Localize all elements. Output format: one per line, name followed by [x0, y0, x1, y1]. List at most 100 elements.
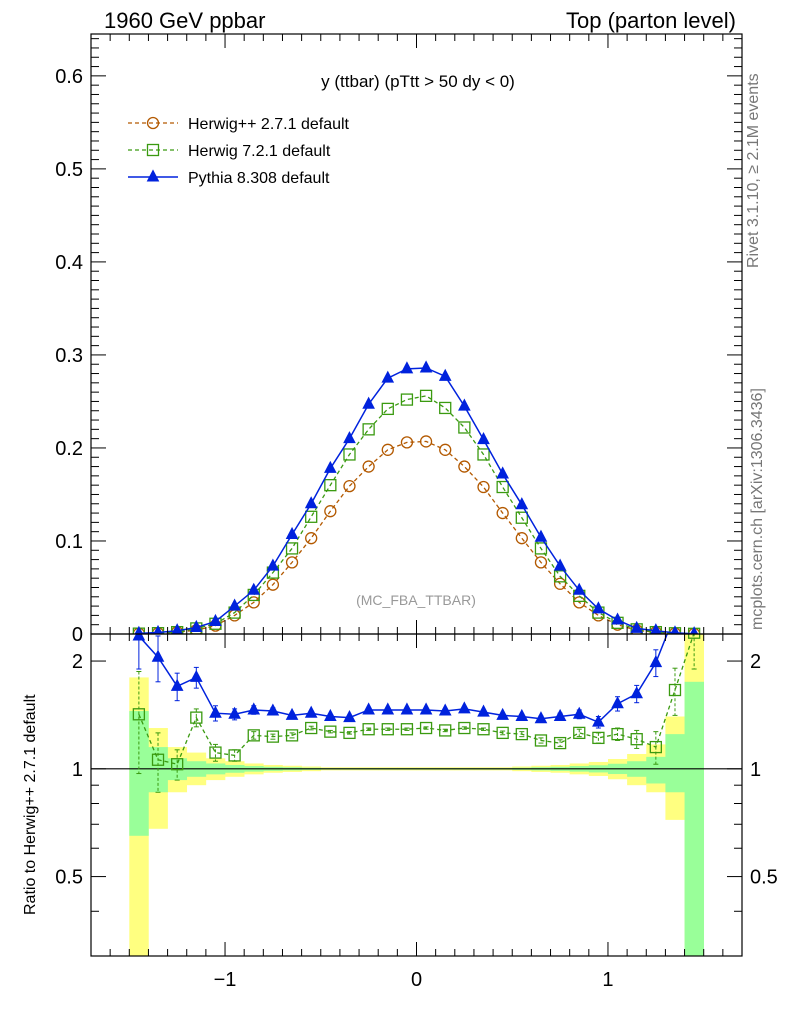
- ratio-point-1: [285, 707, 299, 720]
- ratio-point-0: [553, 736, 567, 750]
- y-tick-label: 0.2: [55, 438, 83, 460]
- ratio-point-0: [573, 726, 586, 740]
- ratio-point-1: [458, 701, 471, 714]
- ratio-point-1: [362, 702, 375, 715]
- data-point-2: [381, 370, 395, 383]
- data-point-1: [515, 511, 528, 524]
- uncertainty-bands: [129, 634, 705, 956]
- data-point-0: [496, 506, 509, 520]
- ratio-point-1: [381, 702, 395, 715]
- data-point-2: [285, 526, 299, 539]
- data-point-2: [572, 582, 586, 595]
- data-point-2: [515, 497, 529, 510]
- ratio-point-1: [151, 649, 165, 662]
- data-point-1: [477, 448, 490, 461]
- ratio-point-0: [285, 729, 299, 742]
- data-point-2: [400, 361, 414, 374]
- ratio-point-0: [247, 729, 260, 742]
- ratio-point-1: [689, 592, 700, 603]
- data-point-2: [553, 558, 567, 571]
- ratio-point-0: [668, 683, 682, 697]
- header-left: 1960 GeV ppbar: [104, 8, 266, 33]
- ratio-point-0: [477, 723, 490, 736]
- ratio-point-1: [324, 708, 337, 721]
- ratio-point-1: [630, 686, 644, 699]
- ratio-point-1: [419, 702, 433, 715]
- series-line-0: [138, 440, 695, 634]
- data-point-2: [343, 431, 356, 444]
- data-point-0: [477, 480, 490, 494]
- legend-marker: [146, 116, 160, 130]
- ratio-point-0: [400, 723, 414, 736]
- data-point-2: [611, 612, 624, 625]
- legend-label: Herwig++ 2.7.1 default: [188, 116, 350, 133]
- ratio-point-0: [687, 634, 701, 639]
- ratio-point-0: [228, 749, 241, 762]
- ratio-point-1: [611, 696, 624, 709]
- data-point-2: [304, 496, 318, 509]
- data-point-2: [266, 558, 280, 571]
- ratio-y-tick-label: 2: [72, 651, 83, 673]
- data-point-0: [381, 443, 394, 456]
- data-point-0: [553, 577, 567, 590]
- data-point-0: [573, 596, 586, 609]
- ratio-point-0: [266, 730, 280, 743]
- data-point-0: [305, 532, 318, 545]
- x-tick-label: 1: [602, 969, 613, 991]
- ratio-point-0: [534, 734, 548, 747]
- data-point-2: [670, 625, 680, 634]
- ratio-plot-series: [91, 592, 742, 793]
- ratio-point-1: [209, 705, 222, 718]
- data-point-0: [285, 556, 299, 569]
- ratio-point-1: [572, 706, 586, 719]
- ratio-point-0: [611, 727, 624, 741]
- data-point-1: [439, 401, 452, 415]
- data-point-2: [630, 620, 644, 633]
- ratio-y-tick-label-right: 0.5: [750, 867, 778, 889]
- x-tick-label: −1: [214, 969, 237, 991]
- data-point-0: [419, 435, 433, 448]
- y-tick-label: 0: [72, 624, 83, 646]
- ratio-point-1: [553, 708, 567, 721]
- legend-marker: [146, 169, 160, 182]
- data-point-2: [534, 529, 548, 542]
- ratio-point-0: [515, 727, 528, 741]
- green-band-bin: [684, 681, 705, 956]
- legend-label: Pythia 8.308 default: [188, 170, 330, 187]
- ratio-point-1: [266, 703, 280, 716]
- data-point-1: [553, 570, 567, 583]
- ratio-point-1: [400, 702, 414, 715]
- ratio-point-0: [381, 723, 394, 736]
- data-point-0: [266, 578, 280, 591]
- legend-label: Herwig 7.2.1 default: [188, 143, 331, 160]
- data-point-1: [458, 421, 471, 434]
- data-point-2: [650, 623, 662, 634]
- legend-marker: [146, 143, 160, 157]
- data-point-2: [362, 396, 375, 409]
- data-point-0: [400, 436, 414, 449]
- data-point-2: [438, 368, 452, 381]
- ratio-point-1: [132, 634, 146, 641]
- ratio-point-0: [151, 753, 165, 766]
- data-point-1: [305, 510, 318, 523]
- ratio-line-0: [138, 634, 695, 765]
- data-point-2: [171, 623, 183, 634]
- data-point-2: [419, 360, 433, 373]
- y-tick-label: 0.6: [55, 66, 83, 88]
- green-band-bin: [646, 756, 666, 784]
- y-tick-label: 0.4: [55, 252, 83, 274]
- ratio-point-1: [649, 655, 663, 668]
- ratio-y-tick-label: 1: [72, 759, 83, 781]
- data-point-1: [324, 479, 337, 492]
- ratio-point-0: [439, 724, 452, 737]
- data-point-0: [515, 532, 528, 545]
- data-point-2: [477, 432, 490, 445]
- ratio-point-0: [592, 731, 605, 745]
- green-band-bin: [665, 734, 685, 793]
- ratio-y-tick-label-right: 2: [750, 651, 761, 673]
- ratio-point-1: [228, 706, 241, 719]
- plot-title: y (ttbar) (pTtt > 50 dy < 0): [321, 72, 515, 91]
- data-point-2: [134, 625, 144, 634]
- ratio-point-0: [324, 725, 337, 738]
- data-point-2: [153, 624, 163, 634]
